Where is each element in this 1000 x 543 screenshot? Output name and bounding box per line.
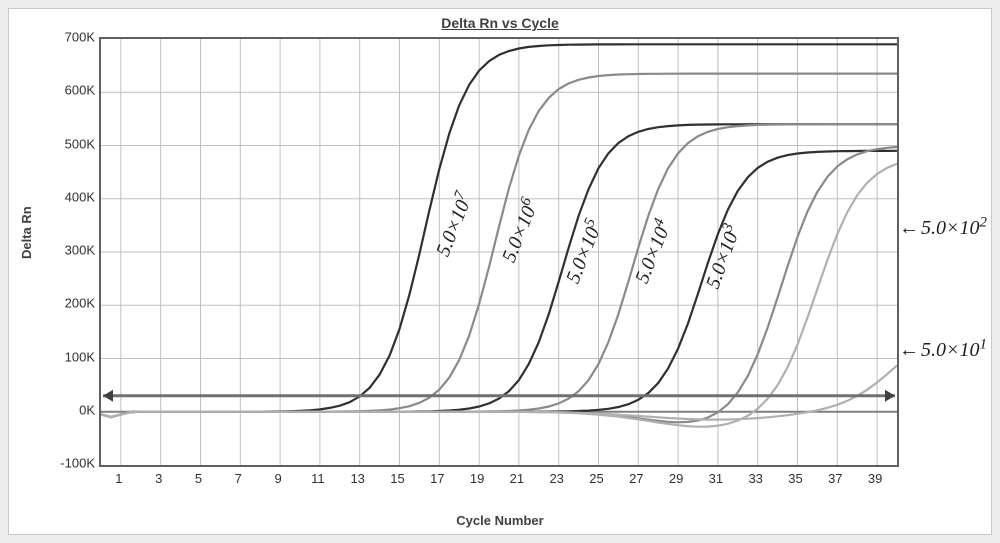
series-side-label: ←5.0×102 [899,217,987,240]
x-tick-label: 27 [629,471,643,486]
y-tick-label: 200K [49,296,95,311]
x-tick-label: 5 [195,471,202,486]
y-tick-label: 400K [49,189,95,204]
threshold-arrow-right-icon [885,390,895,402]
x-tick-label: 11 [311,471,325,486]
x-tick-label: 35 [788,471,802,486]
x-tick-label: 31 [709,471,723,486]
x-tick-label: 17 [430,471,444,486]
y-tick-label: 700K [49,30,95,45]
y-tick-label: -100K [49,456,95,471]
y-tick-labels: -100K0K100K200K300K400K500K600K700K [49,37,95,467]
amplification-curve [101,151,897,417]
x-tick-label: 3 [155,471,162,486]
amplification-curve [101,124,897,417]
x-tick-label: 7 [235,471,242,486]
x-tick-label: 37 [828,471,842,486]
x-tick-label: 23 [549,471,563,486]
chart-title: Delta Rn vs Cycle [9,15,991,31]
x-tick-label: 15 [390,471,404,486]
x-tick-label: 39 [868,471,882,486]
x-tick-label: 25 [589,471,603,486]
y-tick-label: 300K [49,243,95,258]
x-tick-label: 9 [274,471,281,486]
y-tick-label: 500K [49,136,95,151]
y-tick-label: 100K [49,349,95,364]
amplification-curve [101,124,897,417]
x-tick-label: 13 [350,471,364,486]
x-tick-label: 1 [115,471,122,486]
amplification-curve [101,147,897,422]
series-side-label: ←5.0×101 [899,339,987,362]
y-tick-label: 0K [49,402,95,417]
x-tick-label: 33 [748,471,762,486]
x-tick-label: 29 [669,471,683,486]
x-tick-labels: 13579111315171921232527293133353739 [99,471,899,491]
chart-panel: Delta Rn vs Cycle Delta Rn Cycle Number … [8,8,992,535]
x-tick-label: 19 [470,471,484,486]
y-axis-label: Delta Rn [19,206,34,259]
x-tick-label: 21 [510,471,524,486]
plot-area: 5.0×1075.0×1065.0×1055.0×1045.0×103 [99,37,899,467]
y-tick-label: 600K [49,83,95,98]
x-axis-label: Cycle Number [9,513,991,528]
threshold-arrow-left-icon [103,390,113,402]
